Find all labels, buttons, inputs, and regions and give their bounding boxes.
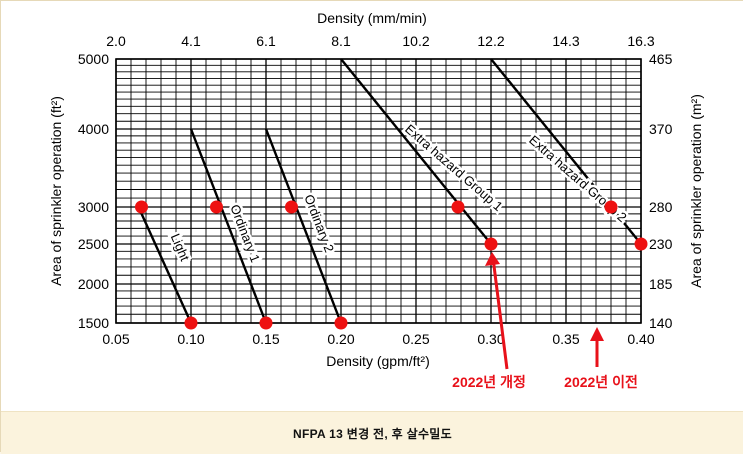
data-marker [484, 237, 498, 251]
top-tick-label: 14.3 [552, 33, 579, 49]
right-tick-label: 465 [649, 51, 673, 67]
arrow-left-head [485, 252, 500, 266]
data-marker [334, 316, 348, 330]
x-tick-label: 0.15 [252, 331, 279, 347]
caption-bar: NFPA 13 변경 전, 후 살수밀도 [1, 411, 743, 454]
axis-text: 0.05 0.10 0.15 0.20 0.25 0.30 0.35 0.40 2.0 4.1 6.… [48, 10, 704, 369]
top-tick-label: 6.1 [256, 33, 276, 49]
y-tick-label: 1500 [78, 315, 109, 331]
x-tick-label: 0.25 [402, 331, 429, 347]
right-tick-label: 370 [649, 121, 673, 137]
top-tick-label: 8.1 [331, 33, 351, 49]
y-tick-label: 3000 [78, 199, 109, 215]
x-axis-title: Density (gpm/ft²) [326, 353, 429, 369]
top-tick-label: 4.1 [181, 33, 201, 49]
data-marker [285, 200, 298, 214]
x-tick-label: 0.35 [552, 331, 579, 347]
top-axis-title: Density (mm/min) [317, 10, 427, 26]
data-marker [634, 237, 648, 251]
right-tick-label: 185 [649, 276, 673, 292]
top-tick-label: 10.2 [402, 33, 429, 49]
series-label: Ordinary 1 [227, 202, 263, 264]
y-tick-label: 5000 [78, 51, 109, 67]
series-line [264, 128, 343, 324]
data-marker [451, 200, 465, 214]
series-line [137, 206, 193, 324]
arrow-left-shaft [491, 257, 509, 370]
data-marker [184, 316, 198, 330]
data-marker [210, 200, 223, 214]
right-tick-label: 230 [649, 236, 673, 252]
chart-area: Light Ordinary 1 Ordinary 2 Extra hazard Gr… [1, 1, 743, 411]
series-line [340, 58, 492, 245]
y-tick-label: 4000 [78, 121, 109, 137]
y-axis-title: Area of sprinkler operation (ft²) [48, 96, 64, 286]
x-tick-label: 0.05 [102, 331, 129, 347]
data-markers [135, 200, 648, 330]
series-label: Ordinary 2 [301, 192, 337, 254]
series-line [189, 128, 268, 324]
right-tick-label: 280 [649, 199, 673, 215]
x-tick-label: 0.10 [177, 331, 204, 347]
arrow-right-head [590, 327, 604, 341]
data-marker [135, 200, 148, 214]
annotation-2022-revised: 2022년 개정 [452, 374, 526, 390]
figure-caption: NFPA 13 변경 전, 후 살수밀도 [292, 426, 452, 441]
x-tick-label: 0.30 [477, 331, 504, 347]
top-tick-label: 12.2 [477, 33, 504, 49]
right-tick-label: 140 [649, 315, 673, 331]
y-tick-label: 2000 [78, 276, 109, 292]
x-tick-label: 0.20 [327, 331, 354, 347]
data-marker [604, 200, 618, 214]
right-axis-title: Area of sprinkler operation (m²) [688, 94, 704, 288]
grid [115, 58, 642, 324]
y-tick-label: 2500 [78, 236, 109, 252]
annotations: 2022년 개정 2022년 이전 [452, 252, 638, 390]
top-tick-label: 2.0 [106, 33, 126, 49]
annotation-before-2022: 2022년 이전 [564, 374, 638, 390]
series-line [490, 58, 642, 245]
top-tick-label: 16.3 [627, 33, 654, 49]
plot-border [115, 58, 642, 324]
x-tick-label: 0.40 [627, 331, 654, 347]
data-marker [259, 316, 273, 330]
